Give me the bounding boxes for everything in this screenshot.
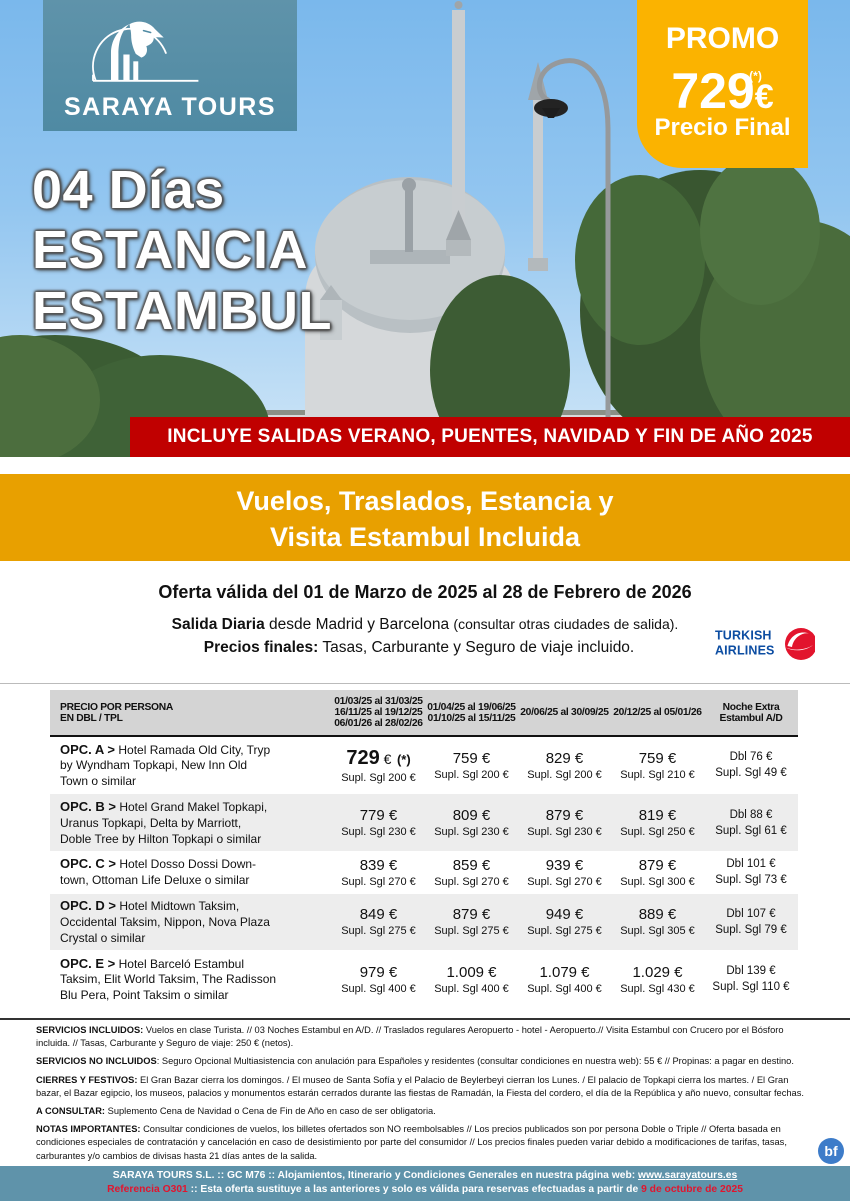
svg-text:AIRLINES: AIRLINES — [715, 644, 775, 658]
svg-text:TURKISH: TURKISH — [715, 629, 772, 643]
